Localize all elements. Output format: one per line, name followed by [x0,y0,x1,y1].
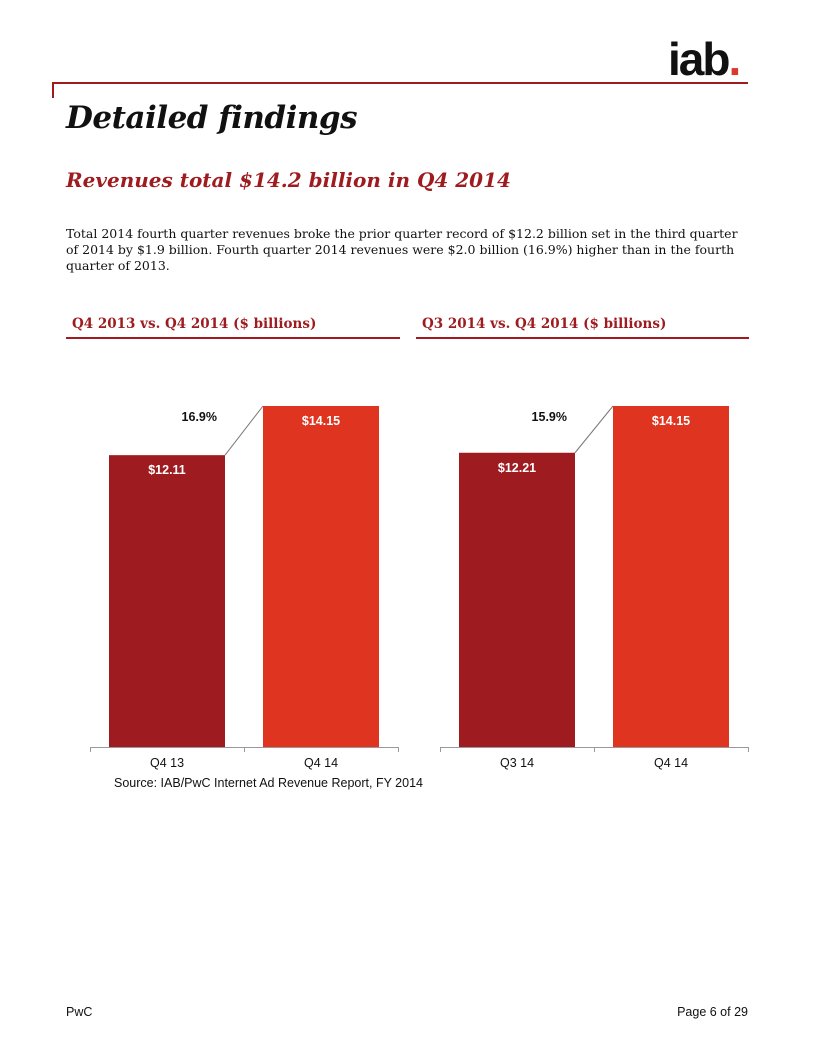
bar-q3-14 [459,452,575,747]
change-connector [574,405,614,454]
chart-title-rule [416,337,749,339]
chart-title-q4-comparison: Q4 2013 vs. Q4 2014 ($ billions) [72,316,317,332]
bar-q4-14 [263,406,379,747]
iab-logo: iab. [668,33,741,85]
tick-label: Q4 13 [150,756,184,770]
bar-q4-14 [613,406,729,747]
data-label: $14.15 [302,414,340,428]
chart-q3-2014-vs-q4-2014: $12.21 Q3 14 $14.15 Q4 14 15.9% [440,405,749,770]
chart-title-rule [66,337,400,339]
chart-q4-2013-vs-q4-2014: $12.11 Q4 13 $14.15 Q4 14 16.9% [90,405,399,770]
header-rule [52,82,748,84]
change-connector [224,405,264,456]
logo-dot: . [728,33,741,85]
section-title: Revenues total $14.2 billion in Q4 2014 [66,168,511,192]
footer-brand: PwC [66,1005,93,1019]
change-label: 16.9% [182,410,217,424]
data-label: $12.21 [498,461,536,475]
data-label: $14.15 [652,414,690,428]
intro-paragraph: Total 2014 fourth quarter revenues broke… [66,226,738,273]
source-note: Source: IAB/PwC Internet Ad Revenue Repo… [114,776,423,790]
bar-q4-13 [109,455,225,747]
chart-title-q3-comparison: Q3 2014 vs. Q4 2014 ($ billions) [422,316,667,332]
tick-label: Q4 14 [654,756,688,770]
logo-text: iab [668,33,730,85]
change-label: 15.9% [532,410,567,424]
tick-label: Q4 14 [304,756,338,770]
page-number: Page 6 of 29 [677,1005,748,1019]
data-label: $12.11 [148,463,186,477]
tick-label: Q3 14 [500,756,534,770]
header-rule-tick [52,82,54,98]
page-title: Detailed findings [66,100,358,136]
